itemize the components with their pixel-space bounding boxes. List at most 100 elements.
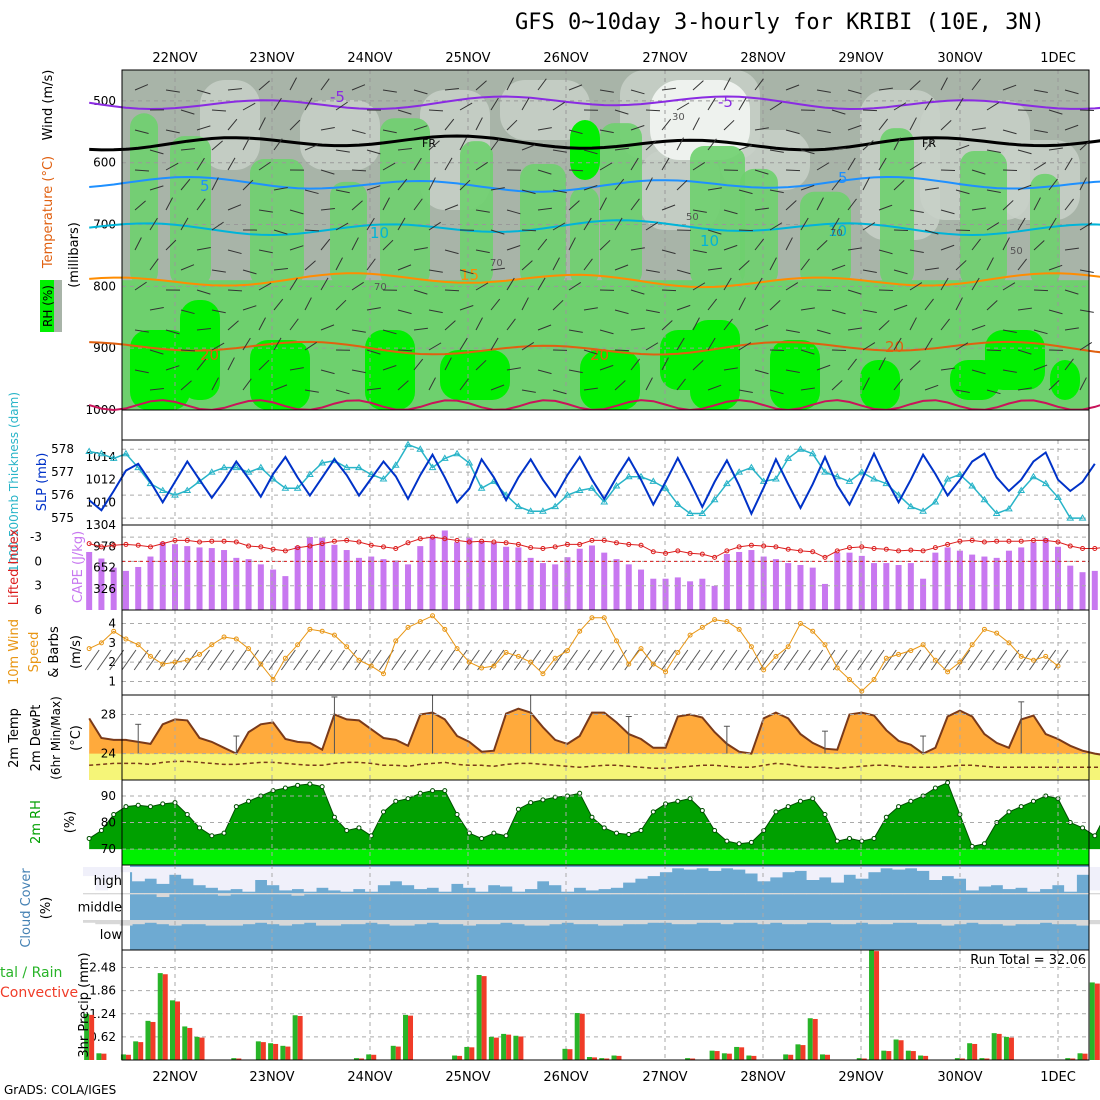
cloud-cell-high <box>561 867 575 892</box>
cloud-cell-low <box>242 920 256 925</box>
lifted-index-point <box>945 541 951 547</box>
wind-barb <box>878 289 894 292</box>
wind-speed-point <box>577 628 583 634</box>
wind-barb <box>459 378 469 391</box>
surface-wind-barb <box>305 649 321 671</box>
rh2m-point <box>577 790 583 796</box>
precip-total-bar <box>464 1046 470 1060</box>
thickness-point <box>588 484 596 491</box>
wind-barb <box>196 327 211 331</box>
day-label-top: 26NOV <box>543 51 588 66</box>
wind-barb <box>134 129 149 134</box>
cape-bar <box>834 552 841 610</box>
rh2m-point <box>466 830 472 836</box>
cloud-cell-low <box>561 920 575 923</box>
rh-saturated-patch <box>985 330 1045 390</box>
day-label-top: 29NOV <box>838 51 883 66</box>
wind-barb <box>134 200 146 211</box>
cloud-cell-middle <box>610 893 624 895</box>
cape-bar <box>723 553 730 610</box>
wind-speed-point <box>810 628 816 634</box>
lifted-index-point <box>454 537 460 543</box>
wind-barb <box>754 238 765 251</box>
cloud-cell-middle <box>266 893 280 895</box>
rh2m-point <box>932 785 938 791</box>
cloud-cell-high <box>892 867 906 870</box>
wind-barb <box>800 307 815 311</box>
cloud-cell-middle <box>769 893 783 895</box>
wind-barb <box>986 300 998 311</box>
thickness-point <box>281 484 290 491</box>
rh2m-point <box>1006 809 1012 815</box>
surface-wind-barb <box>146 649 161 671</box>
wind-speed-point <box>650 661 656 667</box>
precip-convective-bar <box>751 1055 757 1060</box>
thickness-point <box>759 477 768 484</box>
wind-barb <box>351 84 366 91</box>
wind-speed-point <box>197 651 203 657</box>
wind-barb <box>676 137 684 151</box>
wind-barb <box>971 277 980 291</box>
thickness-point <box>931 498 940 505</box>
thickness-point <box>833 472 842 480</box>
isotherm-label: 20 <box>590 346 609 364</box>
wind-barb <box>475 317 483 331</box>
wind-barb <box>955 144 970 151</box>
wind-barb <box>552 101 565 111</box>
isotherm-label: FR <box>422 137 436 150</box>
thickness-point <box>207 468 216 475</box>
cape-tick-label: 652 <box>93 561 116 575</box>
thickness-point <box>416 445 425 452</box>
cloud-cell-middle <box>205 893 219 895</box>
wind-barb <box>1017 258 1027 271</box>
wind-barb <box>924 337 933 351</box>
cape-bar <box>294 546 301 610</box>
wind-speed-point <box>687 632 693 638</box>
cape-bar <box>601 552 608 610</box>
wind-barb <box>382 329 397 335</box>
wind-barb <box>816 197 824 211</box>
wind-barb <box>490 384 505 391</box>
wind-barb <box>490 187 505 191</box>
wind-barb <box>211 109 226 112</box>
wind-barb <box>490 229 505 235</box>
cloud-row-label: middle <box>78 901 122 916</box>
surface-wind-barb <box>918 649 934 671</box>
wind-barb <box>614 109 629 115</box>
rh-saturated-patch <box>1050 360 1080 400</box>
wind-barb <box>1002 282 1016 291</box>
cloud-cell-middle <box>573 893 587 895</box>
lifted-index-point <box>797 548 803 554</box>
wind-barb <box>1079 269 1094 274</box>
wind-barb <box>211 342 225 351</box>
precip-total-bar <box>562 1048 568 1060</box>
cloud-cell-low <box>720 920 734 925</box>
cloud-cell-low <box>769 920 783 923</box>
rh-saturated-patch <box>440 350 510 400</box>
cloud-cell-middle <box>181 893 194 895</box>
thickness-point <box>453 449 461 457</box>
thickness-point <box>808 449 817 457</box>
surface-wind-barb <box>771 649 787 671</box>
cape-bar <box>821 583 828 610</box>
lifted-index-point <box>773 544 779 550</box>
temp-label-line2: 2m DewPt <box>29 705 44 772</box>
precip-convective-bar <box>457 1055 463 1060</box>
cloud-cell-high <box>794 867 808 871</box>
lifted-index-point <box>466 539 472 545</box>
thickness-point <box>649 477 658 484</box>
lifted-index-point <box>810 549 816 555</box>
cloud-cell-low <box>291 920 305 925</box>
wind-barb <box>924 298 934 311</box>
cape-bar <box>282 576 289 610</box>
cloud-cell-low <box>107 920 121 925</box>
wind-barb <box>893 378 903 391</box>
wind-barb <box>738 389 753 393</box>
wind-speed-point <box>393 638 399 644</box>
thickness-point <box>857 468 866 475</box>
wind-barb <box>645 221 659 231</box>
wind-speed-point <box>957 659 963 665</box>
wind-barb <box>909 209 924 213</box>
cloud-cell-low <box>463 920 476 926</box>
rh-moist-column <box>1030 173 1060 287</box>
